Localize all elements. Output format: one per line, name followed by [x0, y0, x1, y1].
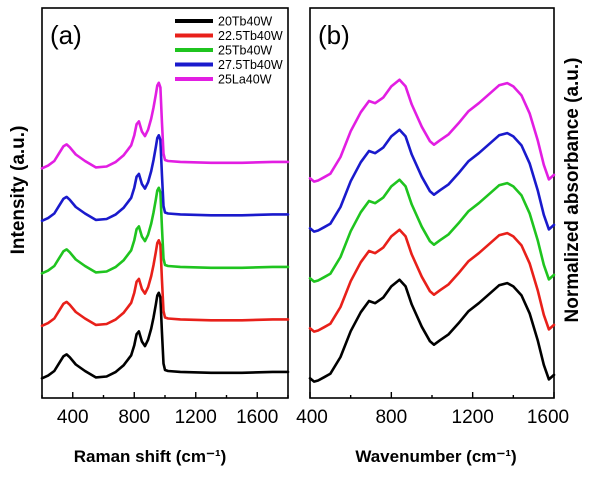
panel-tag-b: (b): [318, 20, 350, 50]
series-b-3: [308, 178, 556, 283]
series-a-1: [40, 291, 290, 380]
x-axis-label-b: Wavenumber (cm⁻¹): [355, 447, 516, 466]
series-b-4: [308, 128, 556, 233]
x-tick-label-b-800: 800: [375, 407, 407, 428]
legend-label-4: 27.5Tb40W: [218, 58, 283, 72]
y-axis-label-right: Normalized absorbance (a.u.): [562, 57, 583, 322]
series-b-5: [308, 78, 556, 183]
series-b-2: [308, 228, 556, 333]
legend-label-2: 22.5Tb40W: [218, 29, 283, 43]
x-tick-label-b-1200: 1200: [452, 407, 494, 428]
y-axis-label-left: Intensity (a.u.): [8, 126, 29, 255]
x-tick-label-a-800: 800: [118, 407, 150, 428]
x-tick-label-a-400: 400: [57, 407, 89, 428]
legend-label-3: 25Tb40W: [218, 44, 272, 58]
series-a-5: [40, 81, 290, 170]
panel-tag-a: (a): [50, 20, 82, 50]
series-a-3: [40, 186, 290, 275]
x-axis-label-a: Raman shift (cm⁻¹): [74, 447, 227, 466]
series-a-4: [40, 134, 290, 223]
panel-a-plot: 400 800 1200 1600 20Tb40W22.5Tb40W25Tb40W27.…: [40, 15, 290, 428]
series-b-1: [308, 278, 556, 383]
x-tick-label-a-1200: 1200: [175, 407, 217, 428]
x-tick-label-a-1600: 1600: [236, 407, 278, 428]
x-tick-label-b-400: 400: [296, 407, 328, 428]
x-tick-label-b-1600: 1600: [527, 407, 569, 428]
legend-label-1: 20Tb40W: [218, 15, 272, 29]
legend-label-5: 25La40W: [218, 73, 272, 87]
panel-b-plot: 400 800 1200 1600: [296, 78, 569, 428]
series-a-2: [40, 239, 290, 328]
